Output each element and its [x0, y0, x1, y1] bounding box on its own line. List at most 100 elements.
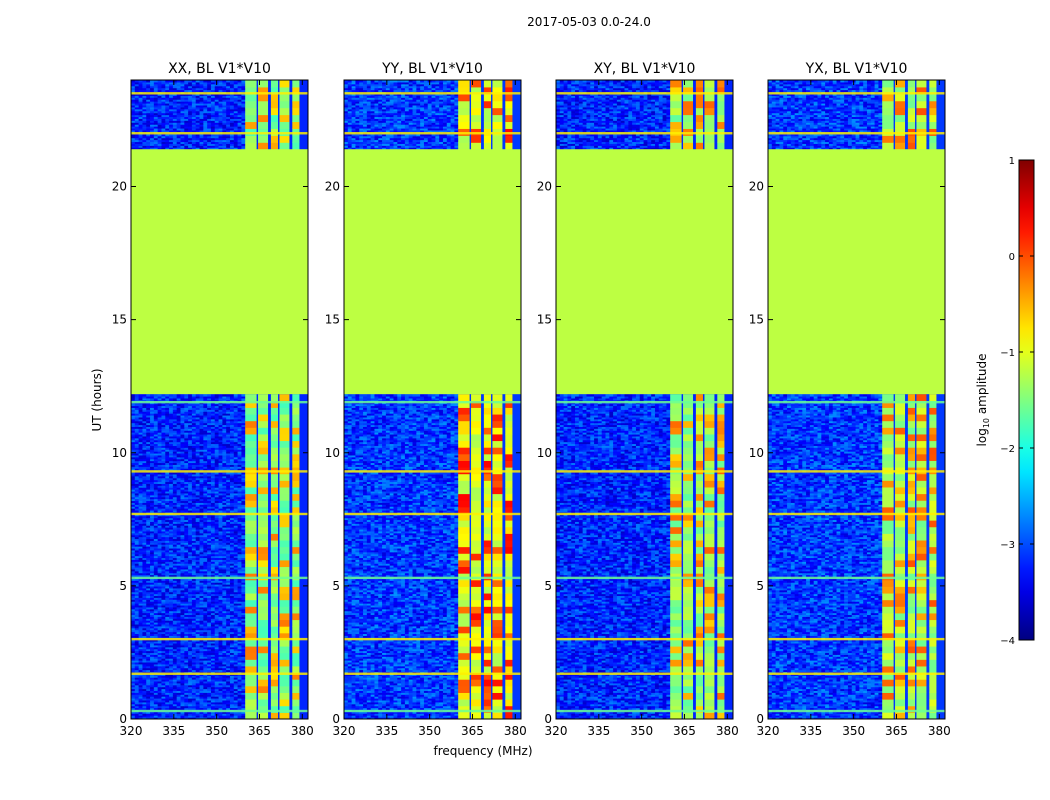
- heatmap-cell: [195, 711, 201, 714]
- heatmap-cell: [199, 472, 204, 475]
- heatmap-cell: [146, 608, 151, 612]
- heatmap-cell: [146, 635, 151, 638]
- heatmap-cell: [180, 456, 185, 460]
- heatmap-cell: [229, 631, 235, 635]
- heatmap-cell: [237, 435, 242, 439]
- heatmap-cell: [172, 432, 178, 435]
- heatmap-cell: [165, 504, 170, 507]
- heatmap-cell: [210, 717, 216, 719]
- heatmap-cell: [138, 415, 143, 418]
- heatmap-cell: [184, 586, 189, 589]
- heatmap-cell: [214, 559, 220, 562]
- heatmap-cell: [218, 606, 223, 610]
- heatmap-cell: [184, 584, 189, 587]
- heatmap-cell: [161, 434, 166, 437]
- heatmap-cell: [207, 453, 212, 456]
- heatmap-cell: [226, 420, 231, 424]
- heatmap-cell: [184, 582, 189, 585]
- heatmap-cell: [157, 627, 162, 631]
- heatmap-cell: [142, 595, 147, 598]
- heatmap-cell: [142, 494, 147, 498]
- heatmap-cell: [172, 422, 178, 426]
- heatmap-cell: [138, 521, 143, 524]
- heatmap-cell: [214, 472, 220, 475]
- heatmap-cell: [142, 508, 147, 511]
- heatmap-cell: [241, 568, 246, 572]
- heatmap-cell: [146, 572, 151, 576]
- heatmap-cell: [210, 624, 216, 627]
- heatmap-cell: [165, 428, 170, 431]
- heatmap-cell: [184, 567, 189, 570]
- heatmap-cell: [207, 597, 212, 600]
- heatmap-cell: [134, 601, 140, 604]
- heatmap-cell: [176, 713, 181, 716]
- heatmap-cell: [157, 584, 162, 587]
- heatmap-cell: [226, 570, 231, 574]
- heatmap-cell: [188, 443, 193, 446]
- heatmap-cell: [153, 684, 159, 688]
- heatmap-cell: [142, 546, 147, 549]
- heatmap-cell: [157, 464, 162, 467]
- heatmap-cell: [188, 489, 193, 492]
- heatmap-cell: [241, 428, 246, 431]
- heatmap-cell: [188, 449, 193, 452]
- heatmap-cell: [165, 525, 170, 528]
- heatmap-cell: [191, 559, 197, 562]
- heatmap-cell: [134, 675, 140, 678]
- heatmap-cell: [169, 667, 174, 671]
- heatmap-cell: [222, 542, 227, 545]
- heatmap-cell: [191, 682, 197, 686]
- heatmap-cell: [138, 492, 143, 496]
- heatmap-cell: [207, 422, 212, 426]
- heatmap-cell: [157, 551, 162, 555]
- heatmap-cell: [138, 625, 143, 629]
- heatmap-cell: [131, 477, 136, 481]
- heatmap-cell: [131, 475, 136, 479]
- heatmap-cell: [233, 432, 239, 435]
- heatmap-cell: [131, 411, 136, 414]
- heatmap-cell: [199, 635, 204, 638]
- heatmap-cell: [172, 677, 178, 680]
- heatmap-cell: [150, 487, 155, 490]
- heatmap-cell: [176, 508, 181, 511]
- heatmap-cell: [134, 658, 140, 661]
- heatmap-cell: [188, 665, 193, 669]
- heatmap-cell: [241, 540, 246, 543]
- heatmap-cell: [157, 536, 162, 540]
- heatmap-cell: [176, 475, 181, 479]
- heatmap-cell: [153, 627, 159, 631]
- heatmap-cell: [188, 475, 193, 479]
- heatmap-cell: [134, 635, 140, 638]
- heatmap-cell: [188, 684, 193, 688]
- heatmap-cell: [207, 648, 212, 652]
- heatmap-cell: [180, 656, 185, 659]
- heatmap-cell: [169, 403, 174, 407]
- heatmap-cell: [203, 464, 208, 467]
- heatmap-cell: [134, 580, 140, 583]
- heatmap-cell: [199, 582, 204, 585]
- heatmap-cell: [207, 407, 212, 410]
- heatmap-cell: [169, 605, 174, 608]
- heatmap-cell: [180, 496, 185, 500]
- heatmap-cell: [146, 713, 151, 716]
- heatmap-cell: [222, 477, 227, 481]
- heatmap-cell: [184, 648, 189, 652]
- heatmap-cell: [165, 435, 170, 439]
- heatmap-cell: [199, 690, 204, 693]
- heatmap-cell: [184, 477, 189, 481]
- heatmap-cell: [237, 663, 242, 667]
- heatmap-cell: [169, 707, 174, 711]
- heatmap-cell: [241, 595, 246, 598]
- heatmap-cell: [153, 696, 159, 699]
- heatmap-cell: [157, 610, 162, 614]
- heatmap-cell: [165, 652, 170, 655]
- heatmap-cell: [153, 663, 159, 667]
- heatmap-cell: [131, 646, 136, 650]
- heatmap-cell: [131, 665, 136, 669]
- heatmap-cell: [146, 492, 151, 496]
- heatmap-cell: [214, 483, 220, 486]
- heatmap-cell: [195, 665, 201, 669]
- heatmap-cell: [191, 681, 197, 684]
- heatmap-cell: [226, 561, 231, 564]
- heatmap-cell: [218, 519, 223, 522]
